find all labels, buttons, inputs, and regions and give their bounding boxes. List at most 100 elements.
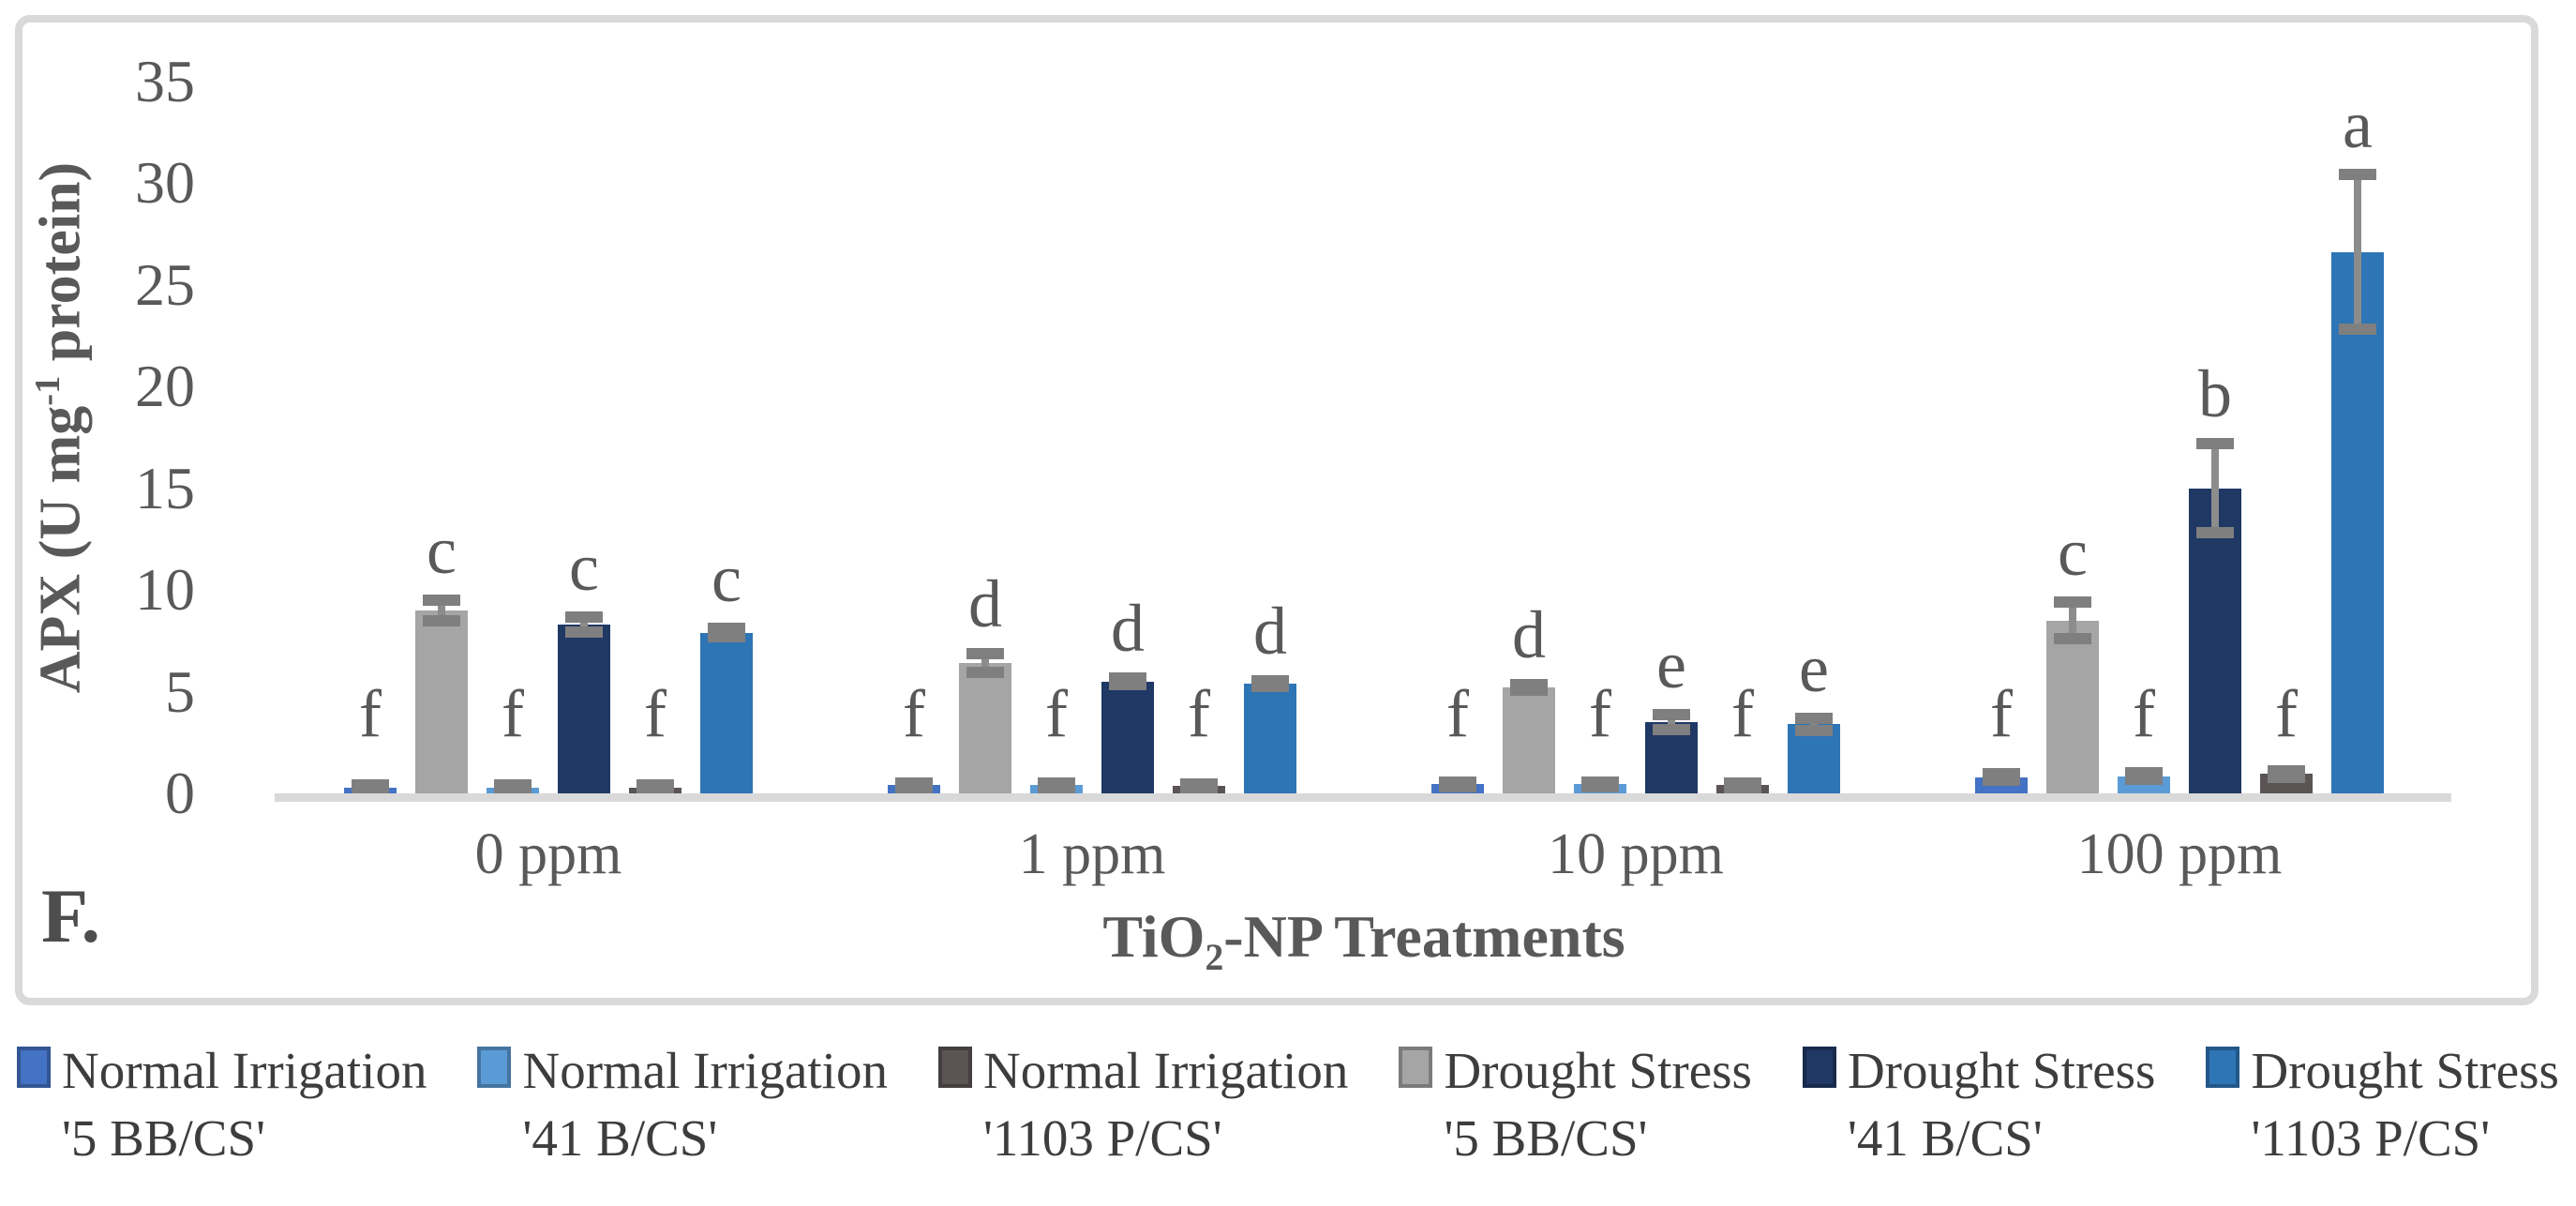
legend-item: Drought Stress '41 B/CS' [1802,1037,2155,1171]
legend-swatch [1399,1047,1433,1088]
bar: d [1244,596,1296,793]
error-bar-cap [2196,527,2234,539]
error-bar-cap [2125,773,2163,785]
bar: c [415,516,468,793]
bar: c [700,544,753,793]
error-bar-cap [1439,780,1476,792]
bar: f [1574,679,1626,793]
significance-letter: c [427,512,457,588]
significance-letter: b [2198,355,2232,431]
error-bar-line [2211,443,2219,534]
y-tick-label: 30 [135,149,195,216]
error-bar-line [580,617,588,632]
error-bar-cap [494,784,532,796]
y-tick-label: 10 [135,556,195,623]
legend-swatch [17,1047,51,1088]
error-bar-cap [1581,780,1619,792]
error-bar-cap [637,784,674,796]
legend-label: Drought Stress '1103 P/CS' [2251,1037,2558,1171]
significance-letter: f [1990,676,2013,751]
bar: d [959,569,1011,793]
legend-label-condition: Normal Irrigation [522,1042,888,1099]
significance-letter: d [1111,591,1145,667]
legend-item: Drought Stress '5 BB/CS' [1399,1037,1752,1171]
error-bar-cap [1724,781,1761,793]
significance-letter: e [1656,627,1686,703]
legend-swatch [1802,1047,1836,1088]
legend: Normal Irrigation '5 BB/CS' Normal Irrigat… [17,1037,2559,1171]
significance-letter: f [2133,676,2155,751]
significance-letter: f [1188,676,1210,751]
bar: f [629,679,681,796]
error-bar-cap [1109,678,1146,690]
x-axis-line [275,793,2451,802]
significance-letter: c [569,530,599,606]
significance-letter: e [1799,630,1829,706]
significance-letter: f [1045,676,1068,751]
significance-letter: c [2058,515,2088,591]
legend-label-cultivar: '5 BB/CS' [1444,1108,1648,1167]
significance-letter: f [1446,676,1469,751]
bar: f [1431,679,1484,793]
error-bar-cap [1180,783,1218,794]
bar: f [1975,679,2028,793]
error-bar-cap [966,666,1004,678]
legend-item: Drought Stress '1103 P/CS' [2206,1037,2559,1171]
x-axis-title: TiO2-NP Treatments [277,902,2451,979]
legend-label-condition: Normal Irrigation [62,1042,427,1099]
y-tick-label: 20 [135,353,195,419]
legend-label-cultivar: '41 B/CS' [1847,1108,2043,1167]
bar: f [344,679,397,796]
error-bar-cap [423,614,460,626]
legend-label-condition: Normal Irrigation [982,1042,1349,1099]
significance-letter: f [1589,676,1611,751]
bar: d [1503,600,1555,793]
error-bar-cap [1038,781,1075,793]
bar: c [558,533,610,793]
legend-label-condition: Drought Stress [2251,1042,2559,1099]
error-bar-cap [1653,709,1690,721]
y-tick-label: 5 [165,657,195,725]
legend-label-cultivar: '1103 P/CS' [2251,1108,2491,1167]
significance-letter: c [711,541,741,617]
x-axis-title-subscript: 2 [1205,936,1224,978]
error-bar-cap [1795,712,1833,724]
legend-label: Drought Stress '5 BB/CS' [1444,1037,1751,1171]
bar: e [1645,630,1698,793]
error-bar-cap [565,611,603,624]
error-bar-line [2069,602,2076,640]
bar: b [2189,359,2241,793]
legend-label: Drought Stress '41 B/CS' [1848,1037,2155,1171]
significance-letter: f [1731,676,1754,751]
significance-letter: d [1512,596,1546,672]
x-axis-title-prefix: TiO [1102,903,1206,970]
bar: f [888,679,940,793]
error-bar-cap [2339,324,2376,336]
legend-item: Normal Irrigation '41 B/CS' [477,1037,888,1171]
y-tick-label: 35 [135,47,195,114]
legend-label-condition: Drought Stress [1444,1042,1752,1099]
error-bar-cap [423,594,460,606]
y-tick-label: 15 [135,454,195,521]
significance-letter: a [2343,87,2373,163]
error-bar-cap [2054,633,2091,645]
significance-letter: d [968,566,1002,642]
bar: f [1716,679,1769,793]
bar: f [1173,679,1225,794]
error-bar-cap [2054,596,2091,609]
legend-swatch [2206,1047,2240,1088]
chart-frame [15,15,2539,1005]
legend-label-condition: Drought Stress [1847,1042,2156,1099]
y-tick-label: 25 [135,250,195,318]
error-bar-cap [1983,774,2020,786]
error-bar-cap [1251,681,1289,693]
error-bar-line [981,654,989,672]
significance-letter: f [359,676,382,751]
significance-letter: f [502,676,524,751]
x-tick-label: 10 ppm [1548,822,1724,886]
x-tick-label: 100 ppm [2076,822,2283,886]
